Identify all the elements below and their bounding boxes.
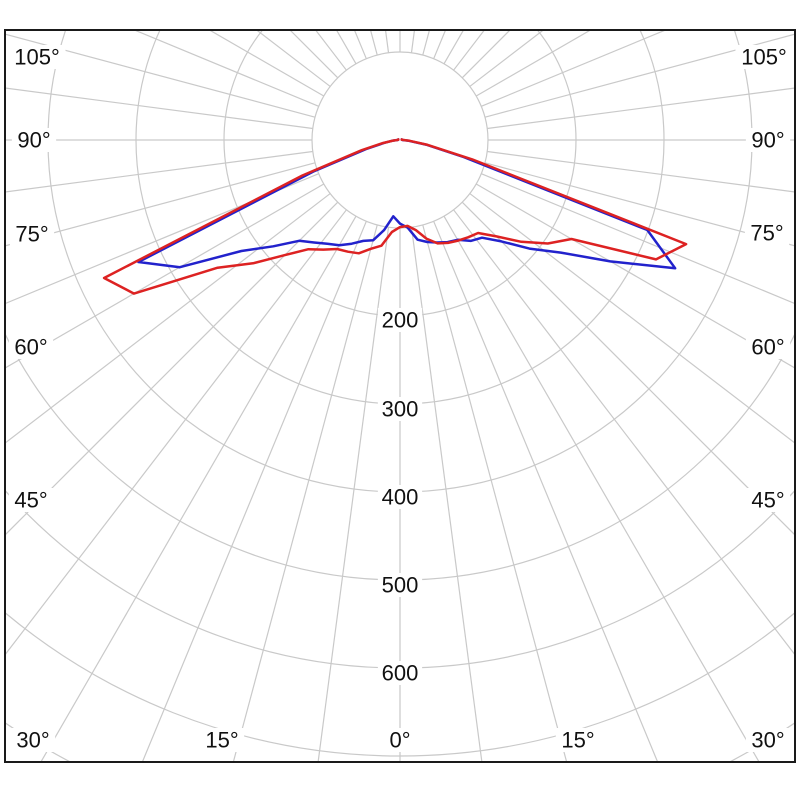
radius-label: 200: [382, 308, 419, 333]
grid-ray: [5, 162, 316, 247]
grid-ray: [141, 221, 367, 762]
angle-label-left: 90°: [17, 128, 50, 153]
angle-label-bottom: 15°: [561, 728, 594, 753]
grid-ray: [481, 173, 795, 305]
curve-red: [102, 138, 688, 295]
angle-label-bottom-bg: [10, 728, 56, 752]
grid-ray: [469, 193, 795, 444]
grid-ray: [453, 209, 795, 656]
radius-label-bg: [377, 485, 423, 509]
angle-label-left-bg: [8, 45, 66, 69]
radius-label: 300: [382, 397, 419, 422]
radius-label-bg: [377, 397, 423, 421]
angle-label-left-bg: [11, 128, 57, 152]
grid-ray: [317, 227, 390, 762]
angle-label-right: 105°: [741, 45, 787, 70]
grid-ray: [40, 215, 357, 762]
grid-ray: [5, 87, 313, 130]
angle-label-bottom: 30°: [16, 728, 49, 753]
plot-border: [4, 29, 796, 763]
angle-label-left-bg: [9, 222, 55, 246]
grid-ray: [5, 193, 331, 444]
grid-ray: [132, 30, 319, 107]
angle-label-right: 45°: [751, 488, 784, 513]
grid-ray: [484, 162, 795, 247]
grid-ray: [422, 224, 568, 762]
radius-label: 400: [382, 485, 419, 510]
angle-label-left: 105°: [14, 45, 60, 70]
grid-ray: [475, 183, 795, 369]
grid-ray: [487, 87, 795, 130]
grid-ray: [487, 150, 795, 193]
angle-label-left: 60°: [14, 335, 47, 360]
grid-ray: [5, 183, 325, 369]
grid-ray: [5, 201, 339, 536]
angle-label-bottom-bg: [199, 728, 245, 752]
angle-label-right: 60°: [751, 335, 784, 360]
grid-ray: [461, 201, 795, 536]
angle-label-right: 75°: [750, 221, 783, 246]
grid-ray: [5, 150, 313, 193]
radius-label-bg: [377, 573, 423, 597]
angle-label-bottom: 30°: [751, 728, 784, 753]
angle-label-bottom: 15°: [205, 728, 238, 753]
angle-label-bottom-bg: [384, 728, 416, 752]
angle-label-right-bg: [745, 488, 791, 512]
grid-ray: [433, 221, 659, 762]
angle-label-bottom: 0°: [389, 728, 410, 753]
angle-label-right-bg: [745, 128, 791, 152]
grid-ray: [5, 173, 319, 305]
angle-label-right-bg: [745, 335, 791, 359]
grid-ray: [443, 215, 760, 762]
grid-ray: [5, 33, 316, 118]
radius-label-bg: [377, 661, 423, 685]
grid-ray: [481, 30, 668, 107]
radius-label: 600: [382, 661, 419, 686]
angle-label-left: 45°: [14, 488, 47, 513]
axis-labels: 105° 90° 75° 60° 45° 105° 90° 75° 60° 45° 30° 15° 0°…: [8, 45, 793, 753]
angle-label-right-bg: [744, 221, 790, 245]
radius-label: 500: [382, 573, 419, 598]
angle-label-bottom-bg: [555, 728, 601, 752]
radius-label-bg: [377, 308, 423, 332]
grid-ray: [5, 209, 347, 656]
grid-ray: [410, 227, 483, 762]
angle-label-left-bg: [8, 488, 54, 512]
angle-label-right-bg: [735, 45, 793, 69]
angle-label-left-bg: [8, 335, 54, 359]
angle-label-left: 75°: [15, 222, 48, 247]
angle-label-right: 90°: [751, 128, 784, 153]
grid-ray: [484, 33, 795, 118]
grid-ray: [232, 224, 378, 762]
angle-label-bottom-bg: [745, 728, 791, 752]
